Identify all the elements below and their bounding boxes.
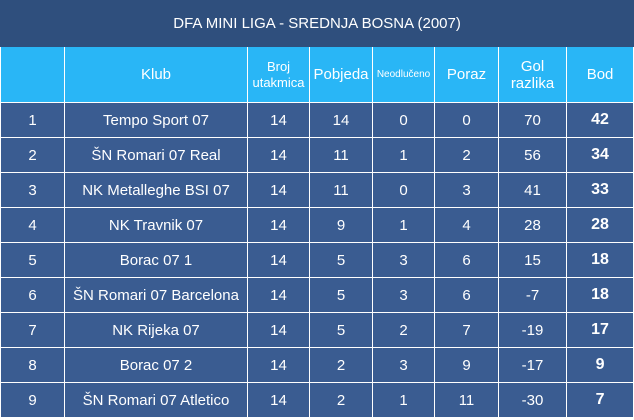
table-row: 7 NK Rijeka 07 14 5 2 7 -19 17	[0, 312, 634, 348]
cell-rank: 5	[0, 242, 65, 278]
cell-points: 7	[565, 382, 634, 418]
cell-played: 14	[247, 102, 310, 138]
cell-played: 14	[247, 137, 310, 173]
cell-drawn: 0	[372, 102, 435, 138]
cell-won: 2	[309, 382, 373, 418]
cell-won: 11	[309, 137, 373, 173]
cell-points: 33	[565, 172, 634, 208]
header-played: Broj utakmica	[247, 46, 310, 103]
cell-points: 42	[565, 102, 634, 138]
header-won: Pobjeda	[309, 46, 373, 103]
cell-won: 14	[309, 102, 373, 138]
cell-lost: 7	[434, 312, 499, 348]
cell-points: 28	[565, 207, 634, 243]
header-points: Bod	[565, 46, 634, 103]
cell-club: NK Rijeka 07	[64, 312, 248, 348]
cell-played: 14	[247, 172, 310, 208]
cell-won: 11	[309, 172, 373, 208]
cell-club: NK Metalleghe BSI 07	[64, 172, 248, 208]
cell-club: Borac 07 1	[64, 242, 248, 278]
cell-club: ŠN Romari 07 Barcelona	[64, 277, 248, 313]
cell-lost: 6	[434, 242, 499, 278]
cell-drawn: 3	[372, 347, 435, 383]
table-row: 3 NK Metalleghe BSI 07 14 11 0 3 41 33	[0, 172, 634, 208]
table-row: 2 ŠN Romari 07 Real 14 11 1 2 56 34	[0, 137, 634, 173]
cell-lost: 4	[434, 207, 499, 243]
header-club: Klub	[64, 46, 248, 103]
cell-lost: 3	[434, 172, 499, 208]
cell-drawn: 3	[372, 242, 435, 278]
cell-points: 9	[565, 347, 634, 383]
cell-goal-diff: 70	[498, 102, 567, 138]
cell-lost: 9	[434, 347, 499, 383]
table-title: DFA MINI LIGA - SREDNJA BOSNA (2007)	[0, 0, 634, 47]
cell-club: Borac 07 2	[64, 347, 248, 383]
cell-drawn: 1	[372, 137, 435, 173]
cell-goal-diff: -30	[498, 382, 567, 418]
table-row: 5 Borac 07 1 14 5 3 6 15 18	[0, 242, 634, 278]
cell-points: 34	[565, 137, 634, 173]
cell-goal-diff: -19	[498, 312, 567, 348]
cell-drawn: 3	[372, 277, 435, 313]
cell-played: 14	[247, 382, 310, 418]
cell-won: 5	[309, 242, 373, 278]
cell-lost: 2	[434, 137, 499, 173]
header-row: Klub Broj utakmica Pobjeda Neodlučeno Po…	[0, 46, 634, 103]
cell-drawn: 2	[372, 312, 435, 348]
cell-points: 18	[565, 242, 634, 278]
cell-rank: 2	[0, 137, 65, 173]
header-goal-diff-label: Gol razlika	[510, 57, 555, 92]
cell-played: 14	[247, 347, 310, 383]
cell-rank: 8	[0, 347, 65, 383]
cell-drawn: 1	[372, 207, 435, 243]
cell-drawn: 0	[372, 172, 435, 208]
cell-drawn: 1	[372, 382, 435, 418]
cell-rank: 6	[0, 277, 65, 313]
header-drawn: Neodlučeno	[372, 46, 435, 103]
cell-rank: 9	[0, 382, 65, 418]
cell-won: 5	[309, 312, 373, 348]
table-row: 1 Tempo Sport 07 14 14 0 0 70 42	[0, 102, 634, 138]
cell-club: NK Travnik 07	[64, 207, 248, 243]
cell-goal-diff: 56	[498, 137, 567, 173]
title-row: DFA MINI LIGA - SREDNJA BOSNA (2007)	[0, 0, 634, 47]
cell-won: 2	[309, 347, 373, 383]
cell-rank: 3	[0, 172, 65, 208]
table-row: 9 ŠN Romari 07 Atletico 14 2 1 11 -30 7	[0, 382, 634, 418]
cell-won: 5	[309, 277, 373, 313]
cell-played: 14	[247, 277, 310, 313]
cell-rank: 7	[0, 312, 65, 348]
cell-points: 18	[565, 277, 634, 313]
cell-club: Tempo Sport 07	[64, 102, 248, 138]
table-row: 8 Borac 07 2 14 2 3 9 -17 9	[0, 347, 634, 383]
header-rank	[0, 46, 65, 103]
cell-lost: 6	[434, 277, 499, 313]
header-lost: Poraz	[434, 46, 499, 103]
cell-lost: 0	[434, 102, 499, 138]
cell-goal-diff: -17	[498, 347, 567, 383]
header-played-label: Broj utakmica	[252, 58, 305, 90]
header-goal-diff: Gol razlika	[498, 46, 567, 103]
cell-goal-diff: -7	[498, 277, 567, 313]
cell-played: 14	[247, 312, 310, 348]
cell-points: 17	[565, 312, 634, 348]
cell-goal-diff: 28	[498, 207, 567, 243]
cell-club: ŠN Romari 07 Real	[64, 137, 248, 173]
cell-goal-diff: 15	[498, 242, 567, 278]
cell-goal-diff: 41	[498, 172, 567, 208]
cell-rank: 1	[0, 102, 65, 138]
cell-played: 14	[247, 242, 310, 278]
cell-played: 14	[247, 207, 310, 243]
cell-club: ŠN Romari 07 Atletico	[64, 382, 248, 418]
table-row: 4 NK Travnik 07 14 9 1 4 28 28	[0, 207, 634, 243]
cell-won: 9	[309, 207, 373, 243]
table-row: 6 ŠN Romari 07 Barcelona 14 5 3 6 -7 18	[0, 277, 634, 313]
cell-rank: 4	[0, 207, 65, 243]
cell-lost: 11	[434, 382, 499, 418]
table-body: 1 Tempo Sport 07 14 14 0 0 70 42 2 ŠN Ro…	[0, 102, 634, 418]
